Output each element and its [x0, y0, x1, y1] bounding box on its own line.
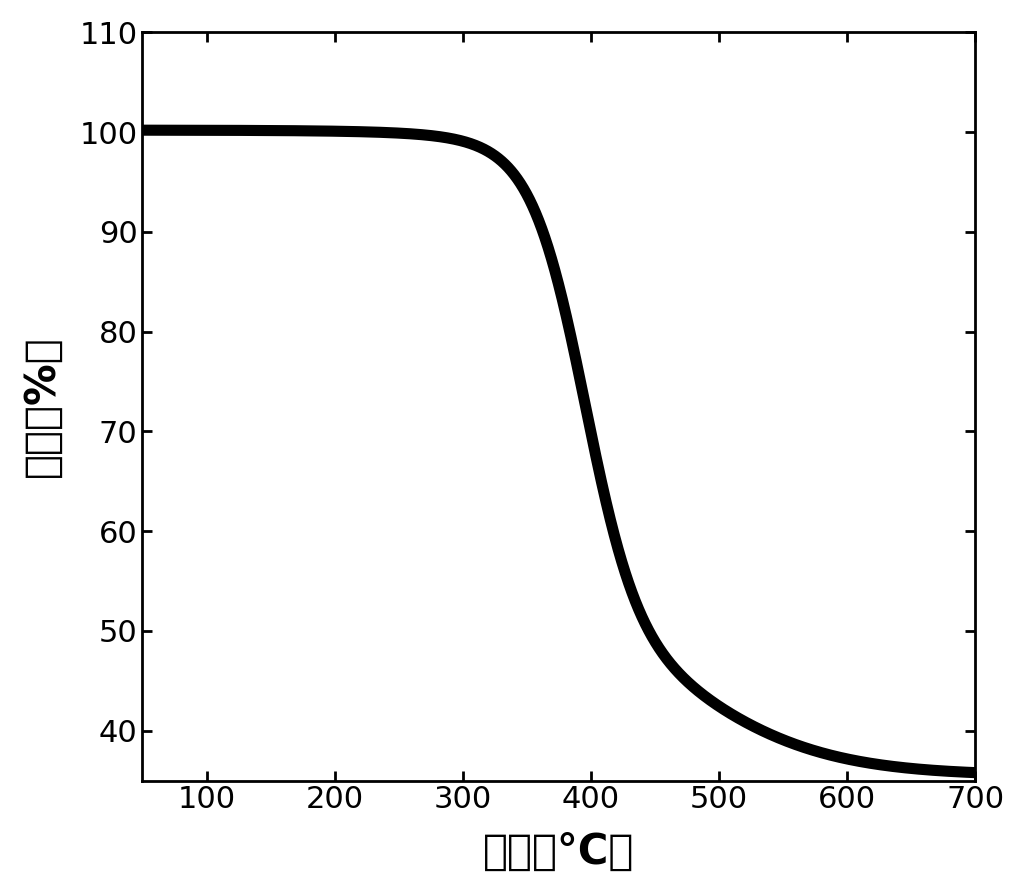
X-axis label: 温度（°C）: 温度（°C） — [483, 831, 634, 873]
Y-axis label: 质量（%）: 质量（%） — [20, 335, 63, 477]
